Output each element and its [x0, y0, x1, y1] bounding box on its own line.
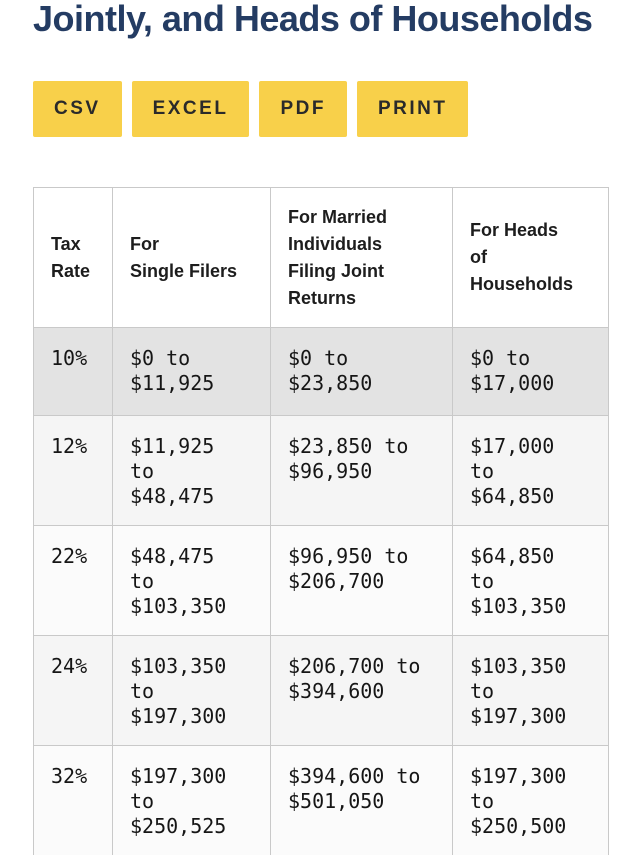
cell-rate: 22%: [33, 525, 113, 636]
table-header-row: Tax Rate For Single Filers For Married I…: [33, 187, 609, 328]
header-tax-rate: Tax Rate: [33, 187, 113, 328]
cell-single: $197,300 to $250,525: [112, 745, 271, 855]
csv-export-button[interactable]: CSV: [33, 81, 122, 137]
table-row: 32% $197,300 to $250,525 $394,600 to $50…: [33, 745, 609, 855]
pdf-export-button[interactable]: PDF: [259, 81, 347, 137]
cell-joint: $96,950 to $206,700: [270, 525, 453, 636]
cell-rate: 24%: [33, 635, 113, 746]
tax-brackets-table: Tax Rate For Single Filers For Married I…: [33, 187, 609, 855]
table-row: 12% $11,925 to $48,475 $23,850 to $96,95…: [33, 415, 609, 526]
excel-export-button[interactable]: EXCEL: [131, 81, 250, 137]
print-export-button[interactable]: PRINT: [356, 81, 469, 137]
cell-joint: $394,600 to $501,050: [270, 745, 453, 855]
cell-hoh: $17,000 to $64,850: [452, 415, 609, 526]
header-single: For Single Filers: [112, 187, 271, 328]
cell-rate: 12%: [33, 415, 113, 526]
header-joint: For Married Individuals Filing Joint Ret…: [270, 187, 453, 328]
cell-single: $48,475 to $103,350: [112, 525, 271, 636]
cell-rate: 32%: [33, 745, 113, 855]
cell-joint: $0 to $23,850: [270, 327, 453, 416]
cell-hoh: $197,300 to $250,500: [452, 745, 609, 855]
cell-joint: $23,850 to $96,950: [270, 415, 453, 526]
cell-hoh: $64,850 to $103,350: [452, 525, 609, 636]
cell-single: $103,350 to $197,300: [112, 635, 271, 746]
header-households: For Heads of Households: [452, 187, 609, 328]
cell-hoh: $103,350 to $197,300: [452, 635, 609, 746]
table-row: 24% $103,350 to $197,300 $206,700 to $39…: [33, 635, 609, 746]
export-toolbar: CSV EXCEL PDF PRINT: [33, 81, 640, 137]
cell-single: $11,925 to $48,475: [112, 415, 271, 526]
page-title: Jointly, and Heads of Households: [33, 0, 593, 39]
cell-joint: $206,700 to $394,600: [270, 635, 453, 746]
table-row: 22% $48,475 to $103,350 $96,950 to $206,…: [33, 525, 609, 636]
cell-single: $0 to $11,925: [112, 327, 271, 416]
cell-rate: 10%: [33, 327, 113, 416]
cell-hoh: $0 to $17,000: [452, 327, 609, 416]
table-row: 10% $0 to $11,925 $0 to $23,850 $0 to $1…: [33, 327, 609, 416]
